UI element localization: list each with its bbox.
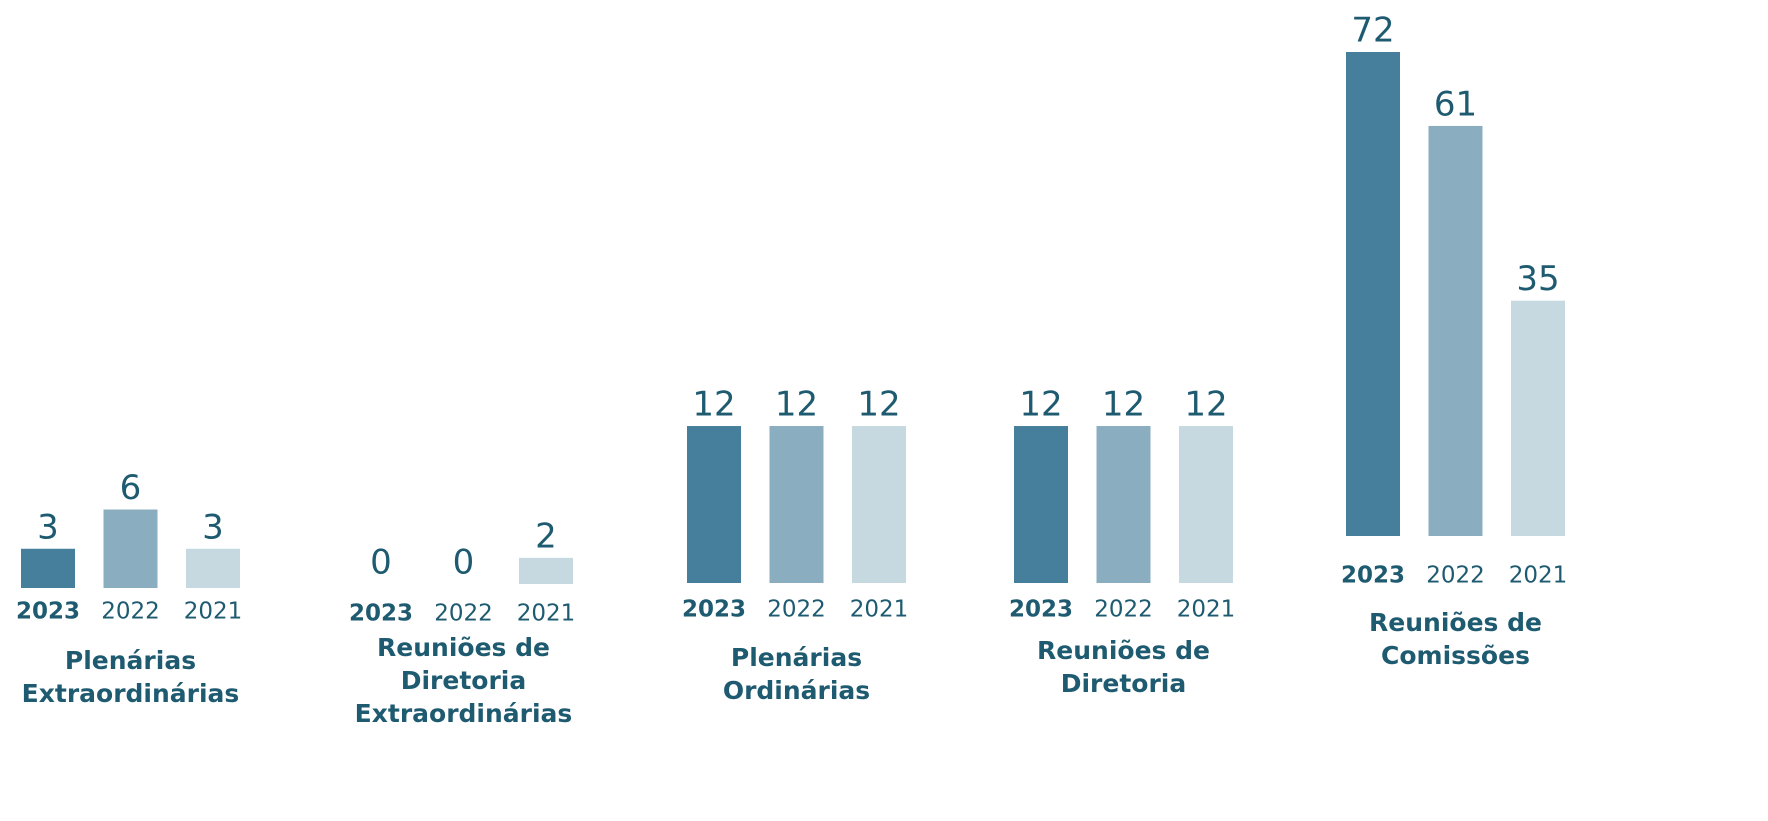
- group-title: Reuniões de: [1037, 636, 1210, 665]
- group-title: Reuniões de: [377, 633, 550, 662]
- bar: [519, 557, 573, 584]
- value-label: 0: [453, 543, 475, 583]
- value-label: 12: [692, 385, 735, 425]
- value-label: 12: [857, 385, 900, 425]
- bar: [852, 426, 906, 583]
- group-title: Ordinárias: [723, 676, 870, 705]
- group-title: Extraordinárias: [22, 679, 240, 708]
- value-label: 6: [120, 468, 142, 508]
- bar: [21, 548, 75, 588]
- bar: [687, 426, 741, 583]
- bar: [1014, 426, 1068, 583]
- group-title: Comissões: [1381, 641, 1530, 670]
- year-label: 2021: [184, 599, 243, 625]
- year-label: 2022: [1094, 597, 1153, 623]
- year-label: 2022: [1426, 563, 1485, 589]
- year-label: 2021: [850, 597, 909, 623]
- bar: [1096, 426, 1151, 583]
- value-label: 72: [1351, 11, 1394, 51]
- bar: [1511, 300, 1565, 536]
- value-label: 12: [1019, 385, 1062, 425]
- bar: [186, 548, 240, 588]
- value-label: 12: [1184, 385, 1227, 425]
- year-label: 2023: [349, 601, 413, 627]
- group-title: Diretoria: [401, 666, 527, 695]
- value-label: 2: [535, 516, 557, 556]
- bar: [1179, 426, 1233, 583]
- group-title: Reuniões de: [1369, 608, 1542, 637]
- year-label: 2022: [434, 601, 493, 627]
- year-label: 2022: [101, 599, 160, 625]
- year-label: 2021: [517, 601, 576, 627]
- value-label: 0: [370, 543, 392, 583]
- bar: [1428, 125, 1483, 536]
- group-title: Plenárias: [731, 643, 862, 672]
- bar: [769, 426, 824, 583]
- year-label: 2022: [767, 597, 826, 623]
- bar: [1346, 52, 1400, 536]
- year-label: 2021: [1177, 597, 1236, 623]
- year-label: 2021: [1509, 563, 1568, 589]
- value-label: 3: [37, 507, 59, 547]
- group-title: Plenárias: [65, 646, 196, 675]
- value-label: 12: [1102, 385, 1145, 425]
- year-label: 2023: [16, 599, 80, 625]
- group-title: Diretoria: [1061, 669, 1187, 698]
- value-label: 3: [202, 507, 224, 547]
- bar: [103, 509, 158, 588]
- year-label: 2023: [1341, 563, 1405, 589]
- year-label: 2023: [682, 597, 746, 623]
- value-label: 35: [1516, 259, 1559, 299]
- value-label: 12: [775, 385, 818, 425]
- year-label: 2023: [1009, 597, 1073, 623]
- group-title: Extraordinárias: [355, 699, 573, 728]
- value-label: 61: [1434, 84, 1477, 124]
